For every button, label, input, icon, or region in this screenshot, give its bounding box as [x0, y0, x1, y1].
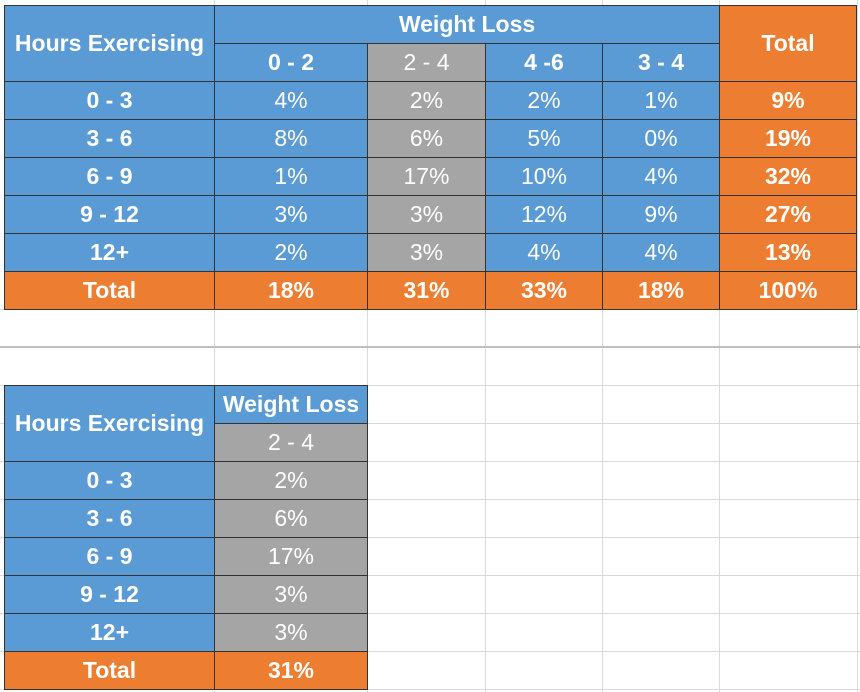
row-label-cell[interactable]: 9 - 12	[4, 195, 215, 234]
row-label-cell[interactable]: 12+	[4, 613, 215, 652]
gridline	[0, 499, 860, 500]
value-cell[interactable]: 2%	[214, 461, 368, 500]
gridline	[0, 461, 860, 462]
gridline	[0, 423, 860, 424]
value-cell[interactable]: 17%	[367, 157, 486, 196]
value-cell[interactable]: 3%	[214, 195, 368, 234]
gridline	[0, 575, 860, 576]
value-cell[interactable]: 12%	[485, 195, 603, 234]
row-total-cell[interactable]: 9%	[719, 81, 857, 120]
column-total-cell[interactable]: 33%	[485, 271, 603, 310]
value-cell[interactable]: 10%	[485, 157, 603, 196]
value-cell[interactable]: 6%	[367, 119, 486, 158]
column-header-cell[interactable]: 2 - 4	[214, 423, 368, 462]
row-total-cell[interactable]: 13%	[719, 233, 857, 272]
value-cell[interactable]: 3%	[214, 613, 368, 652]
row-total-cell[interactable]: 27%	[719, 195, 857, 234]
row-label-cell[interactable]: 6 - 9	[4, 537, 215, 576]
value-cell[interactable]: 3%	[214, 575, 368, 614]
value-cell[interactable]: 17%	[214, 537, 368, 576]
column-total-cell[interactable]: 18%	[214, 271, 368, 310]
value-cell[interactable]: 9%	[602, 195, 720, 234]
value-cell[interactable]: 4%	[214, 81, 368, 120]
row-total-cell[interactable]: 19%	[719, 119, 857, 158]
column-header-cell[interactable]: 4 -6	[485, 43, 603, 82]
value-cell[interactable]: 3%	[367, 195, 486, 234]
grand-total-cell[interactable]: 100%	[719, 271, 857, 310]
row-label-cell[interactable]: 6 - 9	[4, 157, 215, 196]
value-cell[interactable]: 3%	[367, 233, 486, 272]
column-total-cell[interactable]: 18%	[602, 271, 720, 310]
value-cell[interactable]: 0%	[602, 119, 720, 158]
column-total-cell[interactable]: 31%	[367, 271, 486, 310]
gridline	[0, 689, 860, 690]
row-total-cell[interactable]: 32%	[719, 157, 857, 196]
value-cell[interactable]: 6%	[214, 499, 368, 538]
value-cell[interactable]: 2%	[214, 233, 368, 272]
gridline	[0, 651, 860, 652]
row-header-cell[interactable]: Hours Exercising	[4, 5, 215, 82]
value-cell[interactable]: 8%	[214, 119, 368, 158]
value-cell[interactable]: 1%	[214, 157, 368, 196]
group-header-cell[interactable]: Weight Loss	[214, 5, 720, 44]
row-label-cell[interactable]: 3 - 6	[4, 499, 215, 538]
gridline	[0, 537, 860, 538]
value-cell[interactable]: 4%	[602, 233, 720, 272]
value-cell[interactable]: 5%	[485, 119, 603, 158]
column-header-cell[interactable]: 0 - 2	[214, 43, 368, 82]
row-label-cell[interactable]: 9 - 12	[4, 575, 215, 614]
total-row-label[interactable]: Total	[4, 271, 215, 310]
frozen-pane-divider	[0, 346, 860, 348]
row-label-cell[interactable]: 0 - 3	[4, 461, 215, 500]
column-header-cell[interactable]: 2 - 4	[367, 43, 486, 82]
value-cell[interactable]: 2%	[367, 81, 486, 120]
column-total-cell[interactable]: 31%	[214, 651, 368, 690]
total-row-label[interactable]: Total	[4, 651, 215, 690]
row-label-cell[interactable]: 12+	[4, 233, 215, 272]
gridline	[0, 385, 860, 386]
gridline	[0, 613, 860, 614]
value-cell[interactable]: 4%	[602, 157, 720, 196]
value-cell[interactable]: 2%	[485, 81, 603, 120]
total-header-cell[interactable]: Total	[719, 5, 857, 82]
row-header-cell[interactable]: Hours Exercising	[4, 385, 215, 462]
value-cell[interactable]: 4%	[485, 233, 603, 272]
row-label-cell[interactable]: 0 - 3	[4, 81, 215, 120]
column-header-cell[interactable]: 3 - 4	[602, 43, 720, 82]
row-label-cell[interactable]: 3 - 6	[4, 119, 215, 158]
value-cell[interactable]: 1%	[602, 81, 720, 120]
group-header-cell[interactable]: Weight Loss	[214, 385, 368, 424]
